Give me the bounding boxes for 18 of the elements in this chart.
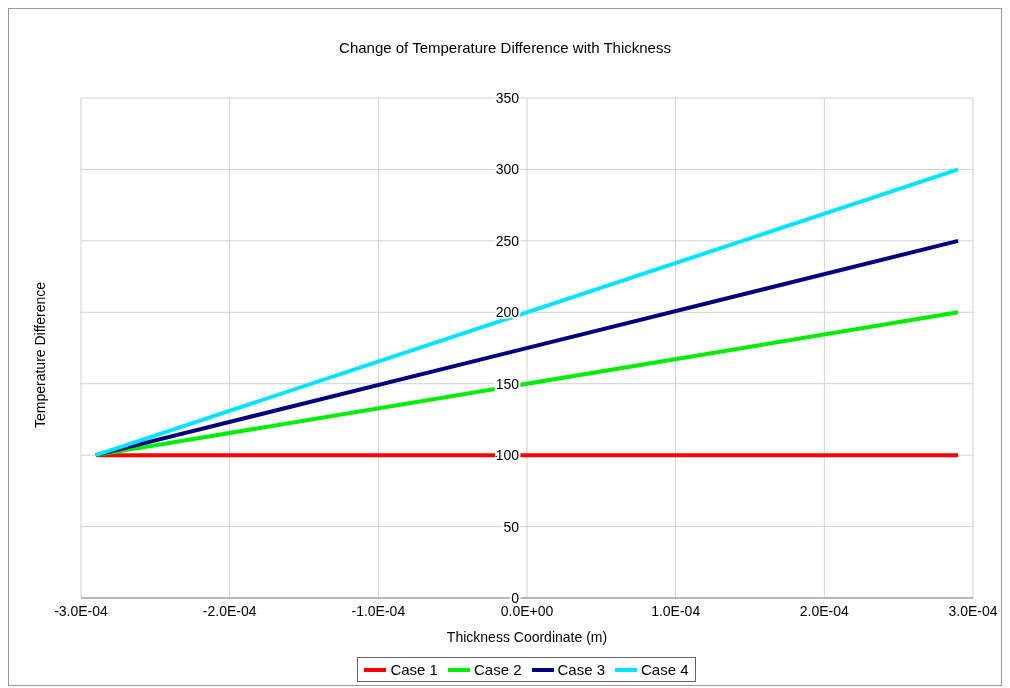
y-tick-label: 50: [503, 518, 520, 535]
x-tick-label: -3.0E-04: [54, 602, 109, 619]
y-tick-label: 250: [495, 232, 520, 249]
legend-label: Case 2: [472, 661, 522, 678]
y-tick-label: 350: [495, 90, 520, 106]
x-tick-label: -1.0E-04: [351, 602, 406, 619]
x-tick-label: -2.0E-04: [202, 602, 257, 619]
legend-label: Case 3: [556, 661, 606, 678]
x-axis-title: Thickness Coordinate (m): [446, 629, 608, 645]
y-axis-title: Temperature Difference: [31, 281, 48, 428]
y-tick-label: 200: [495, 304, 520, 321]
y-tick-label: 300: [495, 161, 520, 178]
legend-label: Case 1: [389, 661, 438, 678]
x-tick-label: 3.0E-04: [948, 602, 998, 619]
x-tick-label: 2.0E-04: [799, 602, 850, 619]
x-tick-label: 1.0E-04: [651, 602, 701, 619]
legend-label: Case 4: [640, 661, 689, 678]
chart-title: Change of Temperature Difference with Thickness: [338, 39, 672, 56]
